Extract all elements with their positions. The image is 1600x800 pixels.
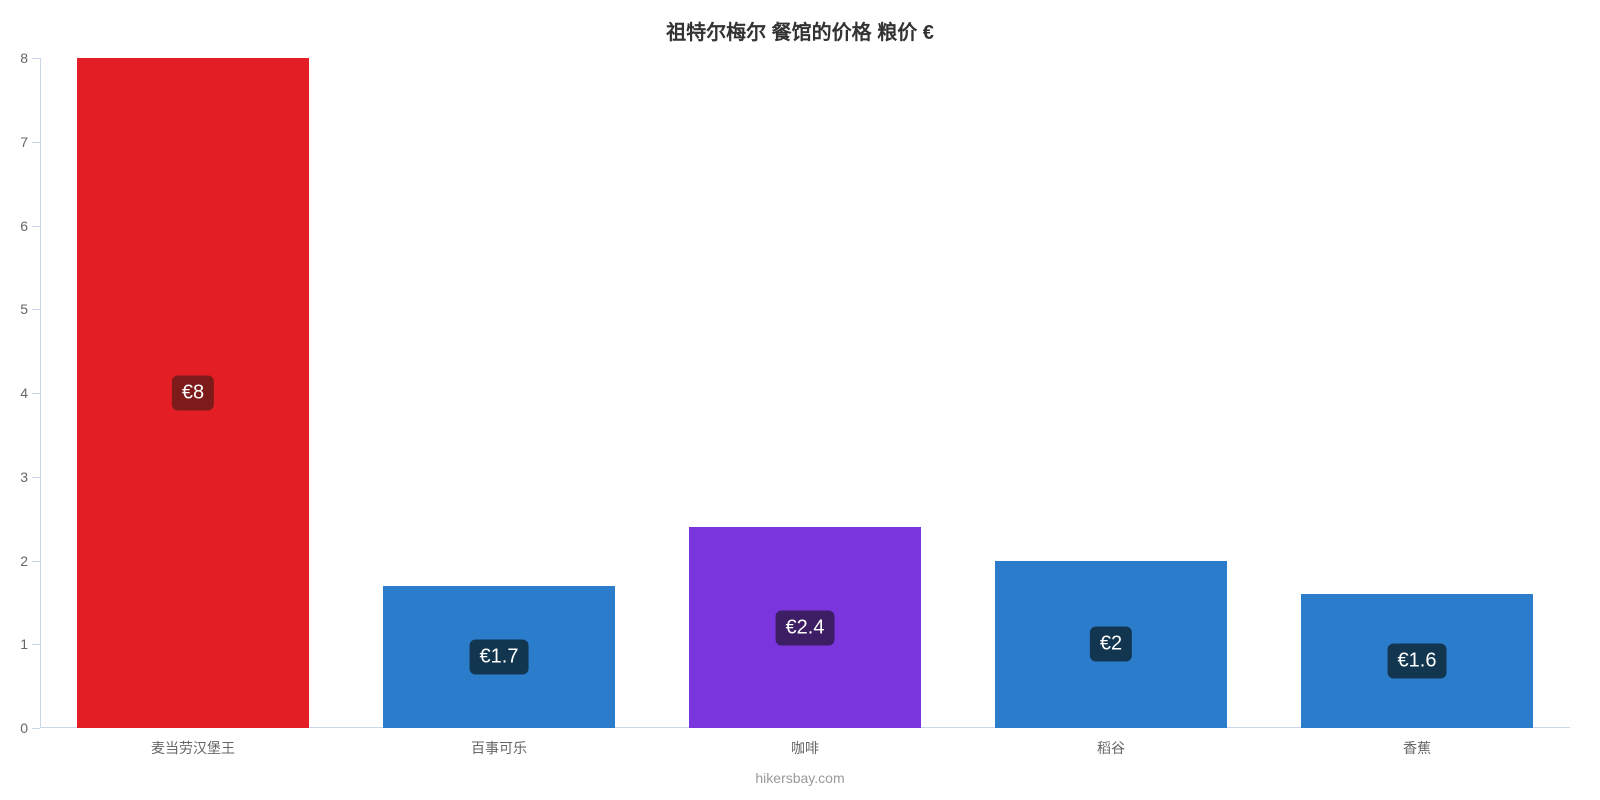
y-axis-label: 7 <box>20 134 40 150</box>
y-axis-label: 0 <box>20 720 40 736</box>
chart-container: 祖特尔梅尔 餐馆的价格 粮价 € 012345678€8麦当劳汉堡王€1.7百事… <box>0 0 1600 800</box>
x-axis-category-label: 麦当劳汉堡王 <box>151 728 235 758</box>
bar: €1.7 <box>383 586 616 728</box>
y-axis-label: 4 <box>20 385 40 401</box>
bar: €1.6 <box>1301 594 1534 728</box>
y-axis-label: 5 <box>20 301 40 317</box>
bar: €2 <box>995 561 1228 729</box>
y-axis-label: 1 <box>20 636 40 652</box>
y-axis-label: 3 <box>20 469 40 485</box>
bar-value-badge: €2.4 <box>776 610 835 645</box>
y-axis-label: 8 <box>20 50 40 66</box>
x-axis-category-label: 百事可乐 <box>471 728 527 758</box>
bar: €2.4 <box>689 527 922 728</box>
y-axis-label: 6 <box>20 218 40 234</box>
bar-value-badge: €1.7 <box>470 639 529 674</box>
bar: €8 <box>77 58 310 728</box>
plot-area: 012345678€8麦当劳汉堡王€1.7百事可乐€2.4咖啡€2稻谷€1.6香… <box>40 58 1570 728</box>
y-axis-line <box>40 58 41 728</box>
bar-value-badge: €1.6 <box>1388 644 1447 679</box>
y-axis-label: 2 <box>20 553 40 569</box>
x-axis-category-label: 稻谷 <box>1097 728 1125 758</box>
chart-title: 祖特尔梅尔 餐馆的价格 粮价 € <box>0 16 1600 45</box>
bar-value-badge: €2 <box>1090 627 1132 662</box>
x-axis-category-label: 香蕉 <box>1403 728 1431 758</box>
chart-credit: hikersbay.com <box>0 770 1600 786</box>
x-axis-category-label: 咖啡 <box>791 728 819 758</box>
bar-value-badge: €8 <box>172 376 214 411</box>
